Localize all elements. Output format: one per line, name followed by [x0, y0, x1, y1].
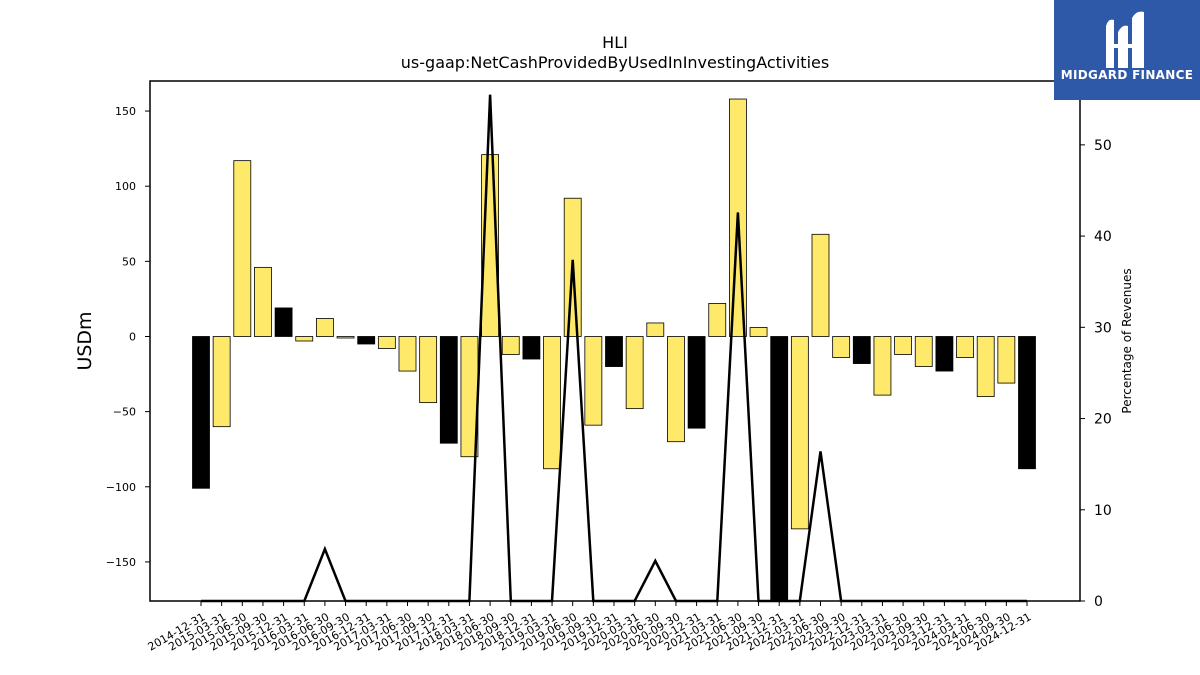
bar	[543, 336, 561, 470]
logo-mark-icon	[1106, 11, 1144, 68]
bar	[254, 266, 272, 337]
y-axis-right-label: Percentage of Revenues	[1120, 268, 1134, 413]
logo-text: MIDGARD FINANCE	[1060, 68, 1194, 82]
bar	[646, 322, 665, 337]
bar	[295, 336, 314, 342]
chart-subtitle: us-gaap:NetCashProvidedByUsedInInvesting…	[401, 53, 829, 72]
bar	[790, 336, 809, 530]
bar	[997, 336, 1016, 384]
bar	[439, 336, 458, 444]
bars	[192, 98, 1036, 602]
y-tick-label: 100	[115, 180, 136, 193]
y-right-tick-label: 20	[1094, 412, 1112, 428]
y-right-tick-label: 30	[1094, 320, 1112, 336]
y-tick-label: 50	[122, 255, 136, 268]
bar	[667, 336, 685, 443]
bar	[336, 336, 355, 339]
bar	[687, 336, 706, 429]
bar	[377, 336, 396, 349]
bar	[605, 336, 623, 367]
bar	[501, 336, 520, 355]
bar	[584, 336, 603, 426]
bar	[770, 336, 789, 602]
bar	[522, 336, 541, 360]
y-axis-left: −150 −100 −50 0 50 100 150	[106, 105, 150, 569]
chart-title: HLI	[602, 33, 628, 52]
y-tick-label: 0	[129, 330, 136, 343]
y-tick-label: −150	[106, 556, 136, 569]
bar	[914, 336, 933, 367]
bar	[894, 336, 912, 355]
bar	[233, 160, 252, 337]
y-right-tick-label: 0	[1094, 594, 1103, 610]
bar	[956, 336, 974, 358]
bar	[852, 336, 871, 364]
bar	[274, 307, 293, 337]
bar	[976, 336, 995, 398]
bar	[935, 336, 954, 372]
bar	[357, 336, 376, 345]
bar	[212, 336, 231, 428]
y-tick-label: −100	[106, 481, 136, 494]
y-tick-label: −50	[113, 406, 136, 419]
midgard-finance-logo: MIDGARD FINANCE	[1054, 0, 1200, 100]
bar	[708, 303, 727, 337]
y-right-tick-label: 50	[1094, 138, 1112, 154]
bar	[398, 336, 417, 372]
bar	[873, 336, 892, 396]
y-right-tick-label: 10	[1094, 503, 1112, 519]
y-right-tick-label: 40	[1094, 229, 1112, 245]
bar	[749, 327, 768, 337]
bar	[625, 336, 644, 410]
x-axis: 2014-12-312015-03-312015-06-302015-09-30…	[146, 601, 1034, 654]
y-axis-right: 0 10 20 30 40 50	[1080, 138, 1112, 610]
bar	[192, 336, 210, 489]
bar	[315, 318, 334, 337]
bar	[1018, 336, 1036, 470]
bar	[832, 336, 851, 358]
y-axis-label: USDm	[74, 311, 96, 370]
y-tick-label: 150	[115, 105, 136, 118]
bar	[811, 233, 830, 337]
bar	[419, 336, 438, 404]
plot-frame	[149, 80, 1081, 602]
